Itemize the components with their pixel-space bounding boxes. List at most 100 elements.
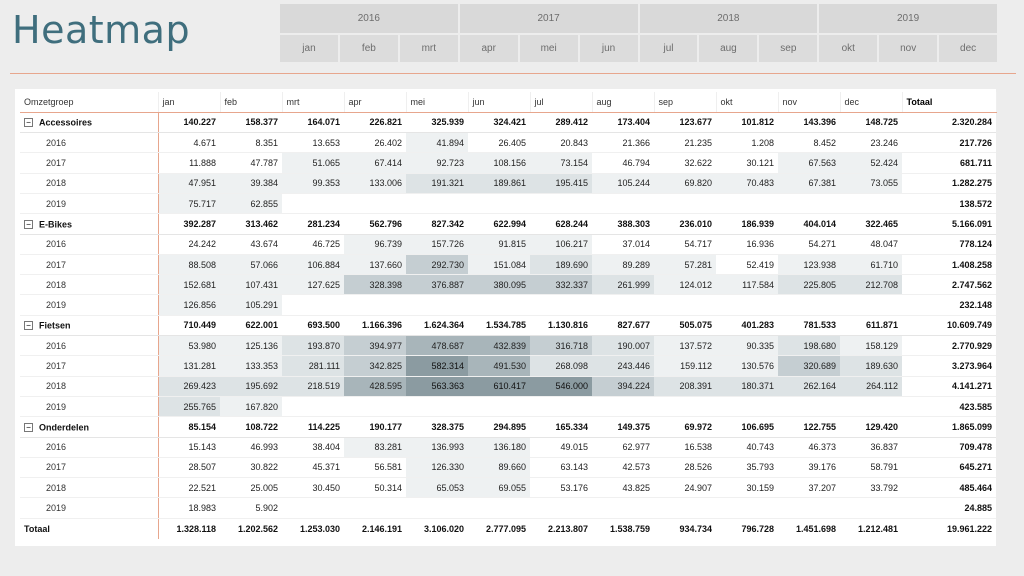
heat-cell: 191.321	[406, 173, 468, 194]
column-header-omzetgroep[interactable]: Omzetgroep	[20, 92, 159, 113]
month-button-feb[interactable]: feb	[339, 35, 398, 62]
column-header-month[interactable]: jun	[468, 92, 531, 113]
heat-cell: 546.000	[530, 376, 592, 397]
collapse-icon[interactable]: −	[24, 422, 33, 432]
month-button-mei[interactable]: mei	[519, 35, 578, 62]
heat-cell	[468, 396, 530, 418]
collapse-icon[interactable]: −	[24, 118, 33, 128]
group-value-cell: 401.283	[716, 315, 778, 337]
heat-cell: 70.483	[716, 173, 778, 194]
heat-cell: 69.820	[654, 173, 716, 194]
grand-total-cell: 2.146.191	[344, 517, 406, 539]
month-button-aug[interactable]: aug	[699, 35, 758, 62]
heat-cell: 108.156	[468, 152, 530, 174]
year-button-2018[interactable]: 2018	[639, 4, 818, 33]
heat-cell: 28.526	[654, 457, 716, 479]
group-value-cell: 140.227	[158, 112, 220, 134]
heat-cell: 50.314	[344, 477, 406, 499]
heat-cell	[406, 193, 468, 215]
heat-cell: 158.129	[840, 335, 902, 357]
group-value-cell: 710.449	[158, 315, 220, 337]
heat-cell: 189.630	[840, 355, 902, 377]
heat-cell: 38.404	[282, 437, 344, 458]
year-button-2019[interactable]: 2019	[819, 4, 997, 33]
heat-cell: 53.980	[158, 335, 220, 357]
year-row-label: 2019	[20, 294, 159, 316]
column-header-month[interactable]: jan	[158, 92, 221, 113]
heat-cell: 123.938	[778, 254, 840, 276]
heat-cell: 47.951	[158, 173, 220, 194]
column-header-month[interactable]: dec	[840, 92, 903, 113]
heat-cell: 88.508	[158, 254, 220, 276]
month-button-dec[interactable]: dec	[939, 35, 998, 62]
month-button-apr[interactable]: apr	[459, 35, 518, 62]
year-row-label: 2018	[20, 173, 159, 194]
heat-cell: 218.519	[282, 376, 344, 397]
year-button-2017[interactable]: 2017	[459, 4, 638, 33]
heat-cell: 46.794	[592, 152, 654, 174]
heat-cell	[840, 396, 902, 418]
year-row: 2019 126.856 105.291 232.148	[20, 294, 996, 316]
month-button-mrt[interactable]: mrt	[399, 35, 458, 62]
heat-cell: 49.015	[530, 437, 592, 458]
heat-cell: 328.398	[344, 274, 406, 296]
column-header-month[interactable]: mrt	[282, 92, 345, 113]
group-value-cell: 827.677	[592, 315, 654, 337]
group-value-cell: 322.465	[840, 213, 902, 235]
heat-cell: 26.405	[468, 132, 530, 154]
heat-cell: 25.005	[220, 477, 282, 499]
group-label: E-Bikes	[39, 219, 73, 230]
group-value-cell: 781.533	[778, 315, 840, 337]
heat-cell: 15.143	[158, 437, 220, 458]
group-value-cell: 164.071	[282, 112, 344, 134]
heat-cell: 8.452	[778, 132, 840, 154]
heat-cell: 316.718	[530, 335, 592, 357]
heat-cell: 269.423	[158, 376, 220, 397]
month-button-okt[interactable]: okt	[819, 35, 878, 62]
group-value-cell: 388.303	[592, 213, 654, 235]
heat-cell	[778, 396, 840, 418]
heat-cell	[530, 193, 592, 215]
heat-cell: 8.351	[220, 132, 282, 154]
month-button-jul[interactable]: jul	[639, 35, 698, 62]
column-header-month[interactable]: okt	[716, 92, 779, 113]
heat-cell: 320.689	[778, 355, 840, 377]
heat-cell	[592, 396, 654, 418]
year-total-cell: 709.478	[902, 437, 996, 458]
column-header-month[interactable]: mei	[406, 92, 469, 113]
year-row: 2016 4.671 8.351 13.653 26.402 41.894 26.405 20…	[20, 132, 996, 154]
heat-cell: 47.787	[220, 152, 282, 174]
column-header-month[interactable]: jul	[530, 92, 593, 113]
column-header-month[interactable]: nov	[778, 92, 841, 113]
month-button-jan[interactable]: jan	[280, 35, 338, 62]
group-value-cell: 622.001	[220, 315, 282, 337]
year-row: 2016 24.242 43.674 46.725 96.739 157.726 91.81…	[20, 234, 996, 255]
heat-cell: 152.681	[158, 274, 220, 296]
collapse-icon[interactable]: −	[24, 219, 33, 229]
month-button-nov[interactable]: nov	[879, 35, 938, 62]
collapse-icon[interactable]: −	[24, 321, 33, 331]
heat-cell: 67.381	[778, 173, 840, 194]
column-header-month[interactable]: aug	[592, 92, 655, 113]
heat-cell: 45.371	[282, 457, 344, 479]
year-button-2016[interactable]: 2016	[280, 4, 458, 33]
heat-cell	[530, 396, 592, 418]
month-button-sep[interactable]: sep	[759, 35, 818, 62]
month-button-jun[interactable]: jun	[579, 35, 638, 62]
column-header-totaal[interactable]: Totaal	[902, 92, 997, 113]
heat-cell: 126.330	[406, 457, 468, 479]
year-total-cell: 1.408.258	[902, 254, 996, 276]
grand-total-cell: 1.202.562	[220, 517, 282, 539]
year-row: 2018 22.521 25.005 30.450 50.314 65.053 69.055…	[20, 477, 996, 499]
heat-cell: 37.207	[778, 477, 840, 499]
heat-cell: 332.337	[530, 274, 592, 296]
group-value-cell: 693.500	[282, 315, 344, 337]
grand-total-cell: 1.451.698	[778, 517, 840, 539]
heat-cell	[530, 294, 592, 316]
heat-cell: 24.242	[158, 234, 220, 255]
heat-cell: 96.739	[344, 234, 406, 255]
column-header-month[interactable]: sep	[654, 92, 717, 113]
column-header-month[interactable]: apr	[344, 92, 407, 113]
column-header-month[interactable]: feb	[220, 92, 283, 113]
heat-cell: 281.111	[282, 355, 344, 377]
